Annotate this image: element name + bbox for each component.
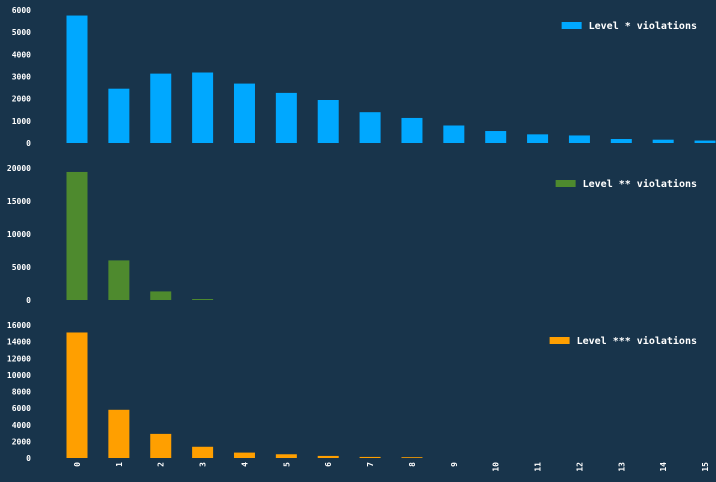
- chart-panel-1: 0 1000 2000 3000 4000 5000 6000 Level * violati…: [12, 6, 716, 148]
- bar-0: [66, 15, 88, 143]
- bar-4: [233, 452, 255, 458]
- bar-3: [192, 446, 214, 458]
- bar-1: [108, 88, 130, 143]
- x-tick-label: 3: [199, 462, 208, 467]
- y-tick-label: 2000: [12, 437, 31, 446]
- bar-10: [485, 131, 507, 143]
- legend-label: Level * violations: [589, 20, 697, 32]
- x-tick-label: 15: [701, 462, 710, 472]
- y-tick-label: 4000: [12, 50, 31, 59]
- bar-7: [359, 456, 381, 458]
- y-tick-label: 10000: [7, 371, 31, 380]
- x-tick-label: 12: [575, 462, 584, 472]
- y-tick-label: 0: [26, 454, 31, 463]
- y-tick-label: 8000: [12, 388, 31, 397]
- y-tick-label: 6000: [12, 404, 31, 413]
- x-tick-label: 8: [408, 462, 417, 467]
- bar-5: [275, 92, 297, 143]
- y-tick-label: 5000: [12, 263, 31, 272]
- y-tick-label: 1000: [12, 117, 31, 126]
- bar-6: [317, 455, 339, 458]
- x-tick-label: 4: [240, 462, 249, 467]
- legend-label: Level ** violations: [583, 178, 697, 190]
- legend-swatch: [549, 337, 570, 344]
- x-tick-label: 1: [115, 462, 124, 467]
- y-tick-label: 0: [26, 139, 31, 148]
- y-tick-label: 15000: [7, 197, 31, 206]
- y-tick-label: 6000: [12, 6, 31, 15]
- y-tick-label: 2000: [12, 95, 31, 104]
- x-tick-label: 5: [282, 462, 291, 467]
- x-tick-label: 13: [617, 462, 626, 472]
- bar-8: [401, 117, 423, 143]
- bar-5: [275, 454, 297, 458]
- bar-4: [233, 83, 255, 143]
- chart-panel-2: 0 5000 10000 15000 20000 Level ** violations: [7, 164, 697, 305]
- y-tick-label: 10000: [7, 230, 31, 239]
- x-tick-label: 6: [324, 462, 333, 467]
- bar-2: [150, 291, 172, 300]
- y-tick-label: 4000: [12, 421, 31, 430]
- x-tick-label: 2: [157, 462, 166, 467]
- y-tick-label: 3000: [12, 73, 31, 82]
- bar-0: [66, 332, 88, 458]
- bar-12: [568, 135, 590, 143]
- chart-panel-3: 0 2000 4000 6000 8000 10000 12000 14000 16000 Lev…: [7, 321, 710, 472]
- y-tick-label: 0: [26, 296, 31, 305]
- y-tick-label: 5000: [12, 28, 31, 37]
- bar-9: [443, 125, 465, 143]
- y-tick-label: 12000: [7, 354, 31, 363]
- x-tick-label: 0: [73, 462, 82, 467]
- bar-2: [150, 433, 172, 458]
- y-tick-label: 16000: [7, 321, 31, 330]
- bar-15: [694, 140, 716, 143]
- bar-8: [401, 457, 423, 458]
- x-tick-label: 10: [492, 462, 501, 472]
- y-tick-label: 14000: [7, 338, 31, 347]
- bar-2: [150, 73, 172, 143]
- bar-6: [317, 100, 339, 143]
- bar-13: [610, 139, 632, 143]
- bar-1: [108, 409, 130, 458]
- legend-swatch: [555, 180, 576, 187]
- bar-0: [66, 171, 88, 300]
- bar-11: [527, 134, 549, 143]
- bar-14: [652, 139, 674, 143]
- x-tick-label: 7: [366, 462, 375, 467]
- x-tick-label: 14: [659, 462, 668, 472]
- x-tick-label: 11: [534, 462, 543, 472]
- bar-3: [192, 299, 214, 300]
- bar-1: [108, 260, 130, 300]
- bar-3: [192, 72, 214, 143]
- legend-swatch: [561, 22, 582, 29]
- bar-7: [359, 112, 381, 143]
- legend-label: Level *** violations: [577, 335, 697, 347]
- y-tick-label: 20000: [7, 164, 31, 173]
- x-tick-label: 9: [450, 462, 459, 467]
